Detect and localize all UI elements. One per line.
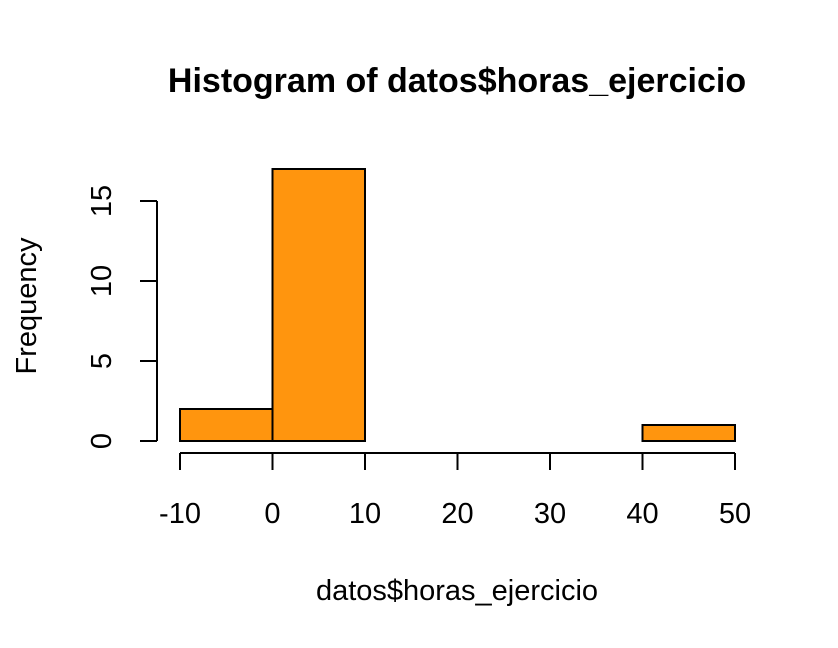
- x-tick-label-5: 40: [626, 498, 658, 530]
- bars-group: [179, 168, 736, 442]
- x-tick-label-4: 30: [534, 498, 566, 530]
- x-axis-ticks: -10 0 10 20 30 40 50: [159, 453, 751, 530]
- histogram-bar-1: [271, 168, 366, 442]
- y-axis-label: Frequency: [11, 237, 43, 375]
- y-tick-label-1: 5: [86, 353, 118, 369]
- y-tick-label-3: 15: [86, 185, 118, 217]
- y-tick-label-0: 0: [86, 433, 118, 449]
- x-tick-label-0: -10: [159, 498, 201, 530]
- x-tick-label-3: 20: [441, 498, 473, 530]
- x-axis-label: datos$horas_ejercicio: [316, 575, 598, 607]
- chart-title: Histogram of datos$horas_ejercicio: [168, 62, 746, 100]
- histogram-bar-5: [641, 424, 736, 442]
- x-tick-label-1: 0: [264, 498, 280, 530]
- histogram-bar-0: [179, 408, 274, 442]
- x-tick-label-2: 10: [349, 498, 381, 530]
- x-tick-label-6: 50: [719, 498, 751, 530]
- y-tick-label-2: 10: [86, 265, 118, 297]
- y-axis-ticks: 0 5 10 15: [86, 185, 157, 449]
